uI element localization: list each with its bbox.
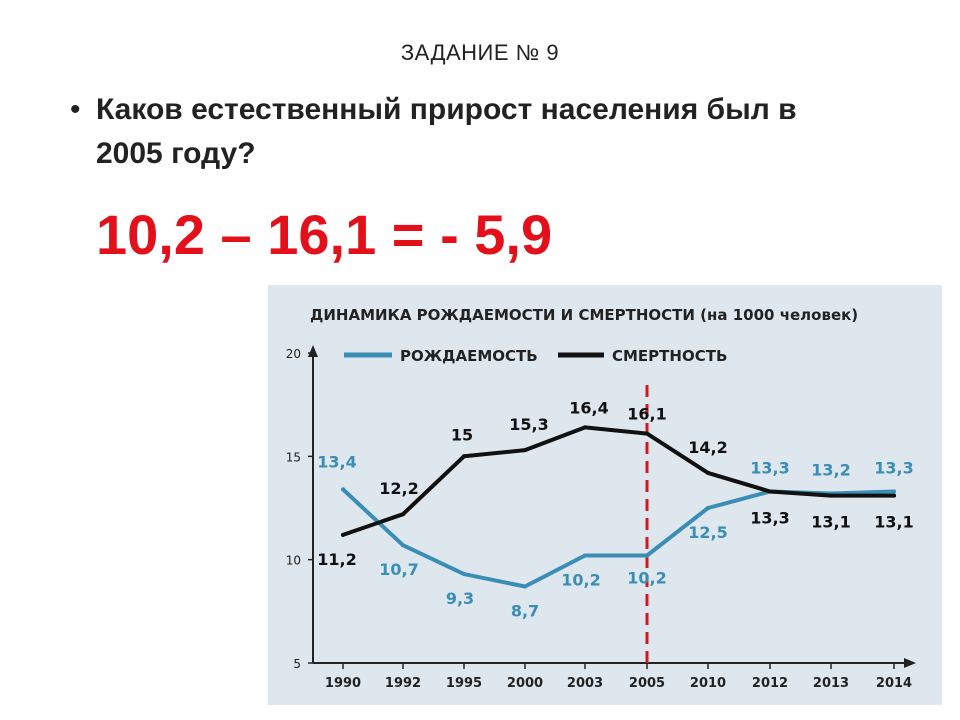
x-tick-label: 2003 — [567, 676, 603, 691]
death-rate-data-label: 16,1 — [627, 405, 666, 424]
x-tick-label: 2013 — [813, 676, 849, 691]
answer-formula: 10,2 – 16,1 = - 5,9 — [96, 203, 553, 266]
death-rate-point — [892, 493, 896, 498]
birth-rate-data-label: 13,2 — [811, 461, 850, 480]
birth-rate-data-label: 10,7 — [379, 560, 418, 579]
birth-rate-data-label: 9,3 — [446, 589, 474, 608]
birth-rate-line — [341, 487, 896, 589]
birth-rate-point — [523, 584, 527, 589]
x-axis-arrow-icon — [904, 658, 916, 668]
birth-rate-point — [583, 553, 587, 558]
death-rate-data-label: 12,2 — [379, 479, 418, 498]
death-rate-point — [645, 431, 649, 436]
death-rate-point — [401, 512, 405, 517]
death-rate-data-label: 13,1 — [811, 513, 850, 532]
death-rate-point — [583, 425, 587, 430]
death-rate-data-label: 15,3 — [509, 415, 548, 434]
slide-title: ЗАДАНИЕ № 9 — [400, 40, 560, 65]
y-tick-label: 15 — [286, 450, 301, 464]
death-rate-point — [462, 454, 466, 459]
death-rate-point — [829, 493, 833, 498]
death-rate-data-label: 13,3 — [750, 509, 789, 528]
birth-rate-data-label: 13,3 — [750, 459, 789, 478]
x-tick-label: 1990 — [325, 676, 361, 691]
birth-rate-point — [462, 572, 466, 577]
question-text: Каков естественный прирост населения был… — [96, 93, 797, 170]
death-rate-data-label: 11,2 — [317, 550, 356, 569]
death-rate-data-label: 13,1 — [874, 513, 913, 532]
birth-rate-point — [401, 543, 405, 548]
death-rate-line — [341, 425, 896, 537]
birth-rate-point — [645, 553, 649, 558]
birth-rate-data-label: 13,4 — [317, 452, 356, 471]
x-tick-label: 1992 — [385, 676, 421, 691]
death-rate-data-label: 14,2 — [688, 438, 727, 457]
legend-label-death: СМЕРТНОСТЬ — [612, 347, 727, 365]
birth-rate-data-label: 13,3 — [874, 459, 913, 478]
birth-rate-point — [706, 506, 710, 510]
death-rate-point — [706, 470, 710, 475]
y-tick-label: 20 — [286, 347, 301, 361]
question-bullet: • Каков естественный прирост населения б… — [70, 88, 890, 176]
bullet-icon: • — [70, 93, 81, 126]
x-tick-label: 2012 — [752, 676, 788, 691]
death-rate-data-label: 16,4 — [569, 398, 608, 417]
death-rate-point — [523, 448, 527, 453]
x-tick-label: 1995 — [446, 676, 482, 691]
birth-rate-point — [341, 487, 345, 492]
y-tick-label: 5 — [293, 657, 301, 671]
y-axis-arrow-icon — [308, 345, 318, 357]
x-tick-label: 2014 — [876, 676, 912, 691]
x-tick-label: 2005 — [629, 676, 665, 691]
chart-panel: ДИНАМИКА РОЖДАЕМОСТИ И СМЕРТНОСТИ (на 10… — [268, 285, 942, 705]
death-rate-point — [341, 532, 345, 537]
x-tick-label: 2010 — [690, 676, 726, 691]
chart: ДИНАМИКА РОЖДАЕМОСТИ И СМЕРТНОСТИ (на 10… — [286, 306, 916, 691]
birth-rate-data-label: 10,2 — [627, 569, 666, 588]
birth-rate-data-label: 10,2 — [561, 571, 600, 590]
birth-rate-data-label: 8,7 — [511, 602, 539, 621]
birth-rate-data-label: 12,5 — [688, 523, 727, 542]
chart-title: ДИНАМИКА РОЖДАЕМОСТИ И СМЕРТНОСТИ (на 10… — [310, 306, 858, 324]
death-rate-data-label: 15 — [451, 425, 473, 444]
x-tick-label: 2000 — [507, 676, 543, 691]
legend-label-birth: РОЖДАЕМОСТЬ — [400, 347, 538, 365]
death-rate-point — [768, 489, 772, 494]
birth-rate-point — [892, 489, 896, 494]
y-tick-label: 10 — [286, 554, 301, 568]
